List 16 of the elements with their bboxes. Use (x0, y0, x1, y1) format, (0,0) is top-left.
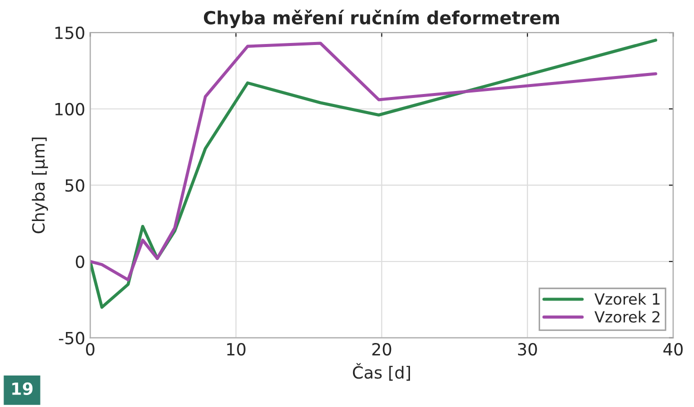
y-tick-label: 100 (55, 102, 84, 116)
x-tick-label: 40 (663, 342, 683, 356)
x-tick-label: 20 (372, 342, 392, 356)
chart-title: Chyba měření ručním deformetrem (204, 10, 559, 28)
legend-label: Vzorek 1 (594, 292, 660, 305)
x-tick-label: 10 (227, 342, 246, 356)
x-tick-label: 30 (518, 342, 537, 356)
y-tick-label: 50 (65, 179, 84, 192)
x-tick-label: 0 (86, 342, 94, 356)
y-tick-label: 0 (76, 255, 84, 268)
y-tick-label: -50 (58, 332, 84, 344)
text: 19 (12, 382, 33, 396)
y-axis-title: Chyba [μm] (32, 138, 48, 234)
x-axis-title: Čas [d] (352, 363, 410, 381)
y-tick-label: 150 (55, 26, 84, 40)
legend-label: Vzorek 2 (594, 310, 660, 323)
